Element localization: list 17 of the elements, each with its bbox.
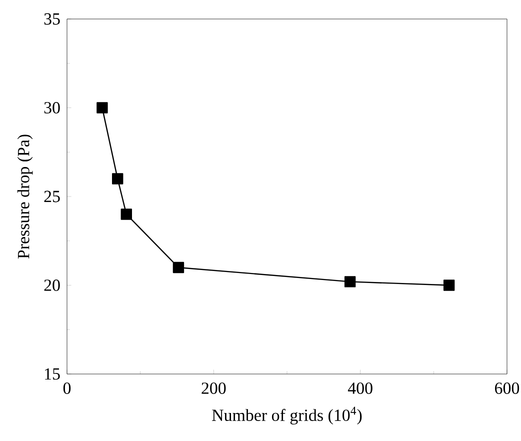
x-tick-label: 0: [63, 382, 71, 394]
y-axis-title: Pressure drop (Pa): [17, 134, 33, 259]
point: [112, 173, 124, 184]
point: [443, 280, 455, 291]
y-tick-label: 25: [44, 190, 60, 202]
y-tick-label: 20: [44, 280, 60, 291]
y-tick-label: 35: [44, 13, 60, 25]
x-tick-label: 200: [202, 382, 226, 394]
y-tick-label: 30: [44, 102, 60, 114]
x-tick-label: 600: [495, 382, 520, 394]
y-tick-label: 15: [45, 368, 60, 380]
point: [120, 208, 132, 220]
point: [96, 102, 108, 114]
point: [344, 276, 356, 288]
x-tick-label: 400: [348, 382, 372, 394]
x-axis-title: Number of grids (10$^{4}$): [212, 406, 362, 424]
point: [172, 262, 184, 274]
